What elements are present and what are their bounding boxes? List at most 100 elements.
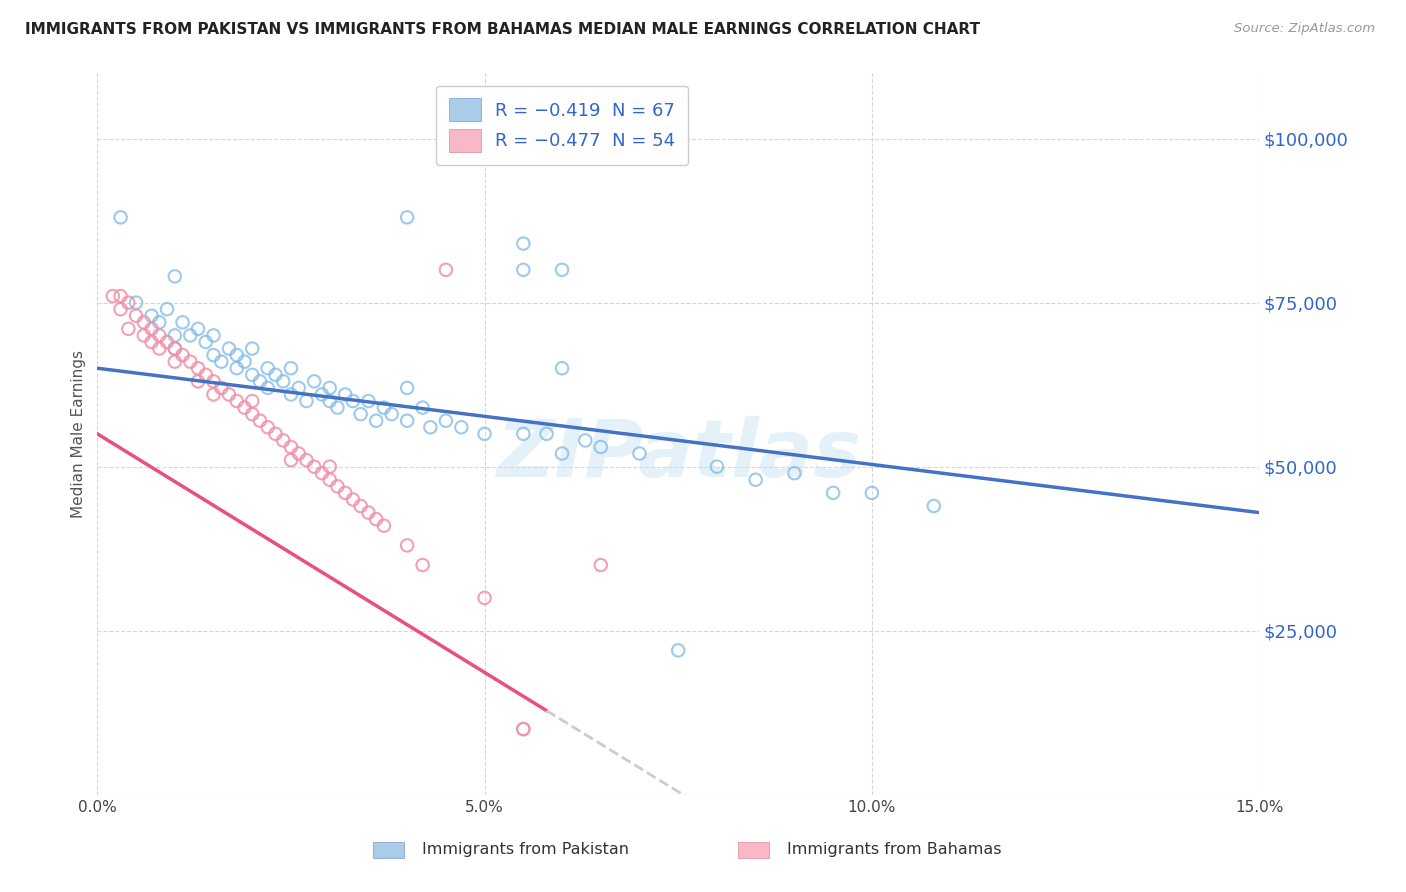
Point: [110, 289, 132, 303]
Point: [280, 453, 302, 467]
Point: [350, 407, 373, 421]
Point: [396, 211, 419, 225]
Point: [396, 381, 419, 395]
Point: [318, 394, 340, 409]
Point: [271, 434, 294, 448]
Point: [318, 381, 340, 395]
Point: [202, 375, 225, 389]
Point: [141, 309, 163, 323]
Point: [366, 512, 388, 526]
Point: [141, 334, 163, 349]
Point: [396, 538, 419, 552]
Point: [163, 342, 186, 356]
Point: [628, 446, 651, 460]
Y-axis label: Median Male Earnings: Median Male Earnings: [72, 350, 86, 518]
Point: [287, 446, 309, 460]
Point: [101, 289, 124, 303]
Point: [295, 394, 318, 409]
Point: [551, 262, 574, 277]
Point: [335, 486, 357, 500]
Point: [551, 446, 574, 460]
Point: [156, 302, 179, 317]
Point: [335, 387, 357, 401]
Point: [249, 375, 271, 389]
Point: [922, 499, 945, 513]
Point: [110, 302, 132, 317]
Point: [194, 334, 217, 349]
Point: [574, 434, 596, 448]
Point: [326, 479, 349, 493]
Point: [271, 375, 294, 389]
Point: [187, 322, 209, 336]
Point: [194, 368, 217, 382]
Point: [256, 361, 278, 376]
Point: [450, 420, 472, 434]
Point: [163, 342, 186, 356]
Point: [474, 591, 496, 605]
Legend: R = −0.419  N = 67, R = −0.477  N = 54: R = −0.419 N = 67, R = −0.477 N = 54: [436, 86, 688, 164]
Point: [311, 387, 333, 401]
Point: [218, 342, 240, 356]
Point: [117, 295, 139, 310]
Point: [187, 375, 209, 389]
Point: [512, 262, 534, 277]
Point: [396, 414, 419, 428]
Point: [357, 506, 380, 520]
Point: [302, 459, 325, 474]
Point: [209, 354, 232, 368]
Point: [233, 354, 256, 368]
Point: [318, 473, 340, 487]
Point: [280, 361, 302, 376]
Point: [141, 322, 163, 336]
Point: [172, 348, 194, 362]
Point: [132, 315, 155, 329]
Text: IMMIGRANTS FROM PAKISTAN VS IMMIGRANTS FROM BAHAMAS MEDIAN MALE EARNINGS CORRELA: IMMIGRANTS FROM PAKISTAN VS IMMIGRANTS F…: [25, 22, 980, 37]
Text: Source: ZipAtlas.com: Source: ZipAtlas.com: [1234, 22, 1375, 36]
Point: [240, 394, 263, 409]
Point: [163, 328, 186, 343]
Point: [202, 348, 225, 362]
Point: [264, 368, 287, 382]
Point: [163, 269, 186, 284]
Point: [256, 381, 278, 395]
Point: [512, 722, 534, 736]
Point: [474, 426, 496, 441]
Point: [264, 426, 287, 441]
Point: [311, 466, 333, 480]
Text: Immigrants from Pakistan: Immigrants from Pakistan: [422, 842, 628, 856]
Point: [287, 381, 309, 395]
Point: [240, 407, 263, 421]
Point: [860, 486, 883, 500]
Point: [148, 328, 170, 343]
Point: [187, 361, 209, 376]
Point: [512, 426, 534, 441]
Point: [125, 295, 148, 310]
Point: [318, 459, 340, 474]
Point: [381, 407, 404, 421]
Point: [280, 440, 302, 454]
Text: ZIPatlas: ZIPatlas: [496, 417, 860, 494]
Point: [240, 368, 263, 382]
Point: [373, 518, 395, 533]
Point: [512, 722, 534, 736]
Point: [434, 414, 457, 428]
Point: [202, 387, 225, 401]
Point: [110, 211, 132, 225]
Point: [179, 354, 201, 368]
Point: [172, 315, 194, 329]
Point: [202, 328, 225, 343]
Point: [295, 453, 318, 467]
Point: [357, 394, 380, 409]
Text: Immigrants from Bahamas: Immigrants from Bahamas: [787, 842, 1002, 856]
Point: [783, 466, 806, 480]
Point: [156, 334, 179, 349]
Point: [132, 328, 155, 343]
Point: [434, 262, 457, 277]
Point: [125, 309, 148, 323]
Point: [342, 394, 364, 409]
Point: [240, 342, 263, 356]
Point: [350, 499, 373, 513]
Point: [512, 236, 534, 251]
Point: [366, 414, 388, 428]
Point: [148, 342, 170, 356]
